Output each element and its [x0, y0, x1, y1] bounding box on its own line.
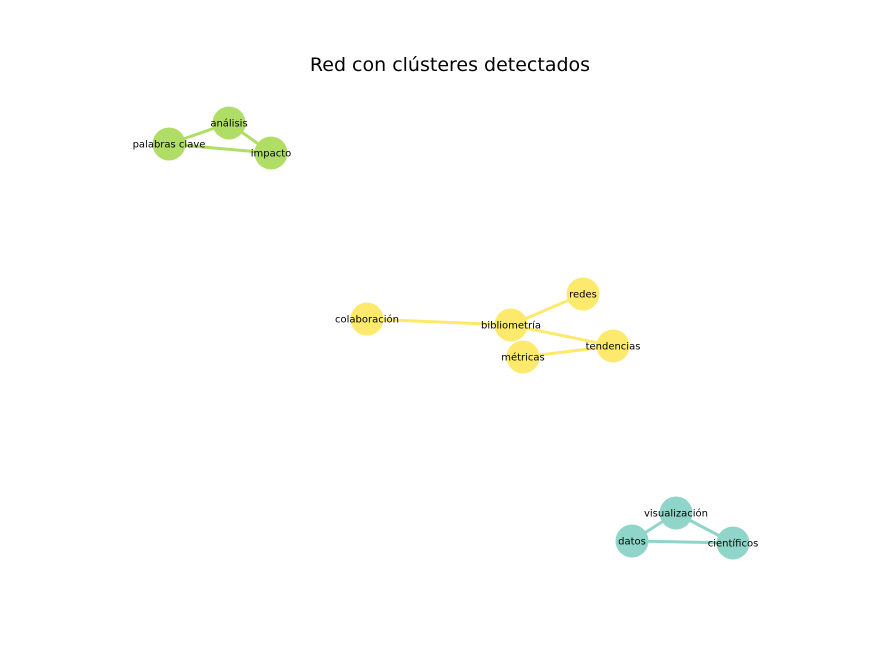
edge-datos-cientificos — [631, 539, 734, 545]
edge-palabras-impacto — [168, 142, 272, 155]
node-circle — [350, 302, 384, 336]
node-circle — [596, 329, 630, 363]
node-label: impacto — [251, 149, 292, 160]
node-circle — [659, 496, 693, 530]
node-colaboracion: colaboración — [335, 302, 399, 336]
node-circle — [615, 524, 649, 558]
node-label: científicos — [708, 538, 759, 550]
node-label: colaboración — [335, 314, 399, 326]
node-circle — [212, 106, 246, 140]
nodes-layer: análisis palabras clave impacto redes colabo… — [133, 106, 759, 560]
node-label: palabras clave — [133, 140, 206, 151]
edge-colaboracion-bibliometria — [366, 317, 512, 327]
node-impacto: impacto — [251, 136, 292, 170]
node-datos: datos — [615, 524, 649, 558]
edges-layer — [168, 121, 734, 545]
node-label: visualización — [644, 508, 708, 520]
node-circle — [506, 340, 540, 374]
node-label: redes — [569, 290, 597, 301]
node-analisis: análisis — [210, 106, 248, 140]
node-circle — [254, 136, 288, 170]
node-circle — [716, 526, 750, 560]
node-bibliometria: bibliometría — [481, 308, 541, 342]
node-circle — [566, 277, 600, 311]
node-redes: redes — [566, 277, 600, 311]
node-palabras: palabras clave — [133, 127, 206, 161]
graph-title: Red con clústeres detectados — [310, 54, 590, 76]
node-label: métricas — [501, 352, 545, 364]
node-tendencias: tendencias — [586, 329, 641, 363]
node-label: bibliometría — [481, 320, 541, 332]
node-circle — [152, 127, 186, 161]
node-label: tendencias — [586, 342, 641, 353]
node-cientificos: científicos — [708, 526, 759, 560]
node-metricas: métricas — [501, 340, 545, 374]
node-label: análisis — [210, 118, 247, 130]
edge-bibliometria-tendencias — [510, 323, 614, 348]
node-label: datos — [618, 537, 646, 548]
node-circle — [494, 308, 528, 342]
node-visualizacion: visualización — [644, 496, 708, 530]
